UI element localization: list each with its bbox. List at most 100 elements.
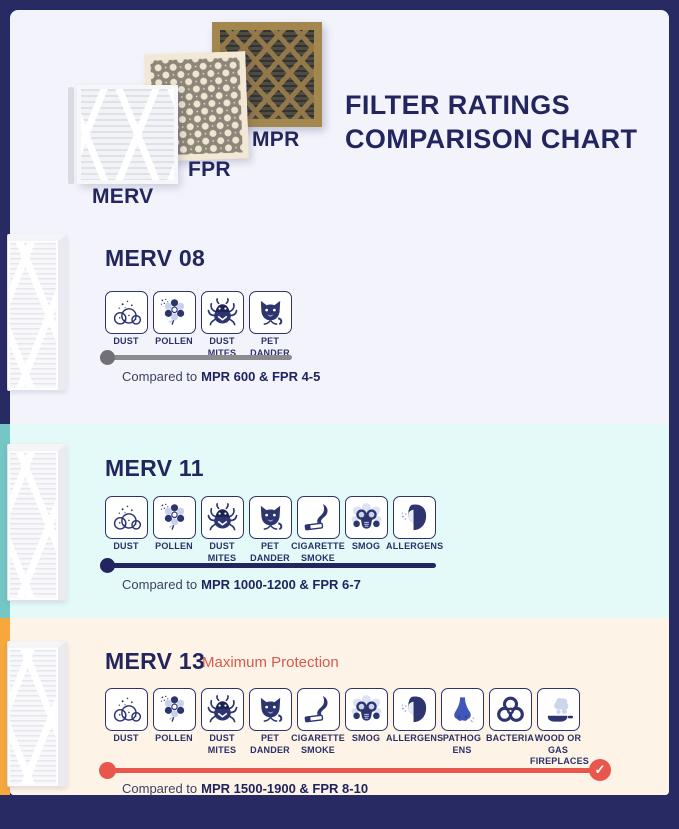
compared-prefix: Compared to — [122, 369, 198, 384]
icon-tile-dust — [105, 496, 148, 539]
merv-label: MERV — [92, 185, 154, 208]
fireplaces-icon — [543, 694, 574, 725]
icon-label: DUST — [113, 733, 139, 743]
icon-tile-bacteria — [489, 688, 532, 731]
bacteria-icon — [495, 694, 526, 725]
icon-tile-dust-mites — [201, 291, 244, 334]
compared-value: MPR 1500-1900 & FPR 8-10 — [201, 781, 369, 796]
page-title-line1: FILTER RATINGS — [345, 90, 571, 120]
merv13-rating-bar — [100, 768, 605, 773]
merv13-compared-text: Compared to MPR 1500-1900 & FPR 8-10 — [122, 781, 368, 796]
icon-tile-fireplaces — [537, 688, 580, 731]
icon-tile-cigarette-smoke — [297, 496, 340, 539]
cigarette-smoke-icon — [303, 694, 334, 725]
icon-tile-dust-mites — [201, 496, 244, 539]
merv13-left-stripe — [0, 618, 10, 795]
merv11-title: MERV 11 — [105, 455, 204, 481]
icon-label: DUST MITES — [207, 336, 237, 358]
page-title: FILTER RATINGS COMPARISON CHART — [345, 88, 637, 156]
merv11-left-stripe — [0, 424, 10, 618]
compared-prefix: Compared to — [122, 781, 198, 796]
icon-tile-smog — [345, 688, 388, 731]
icon-label: PET DANDER — [250, 541, 290, 563]
icon-label: DUST — [113, 336, 139, 346]
icon-tile-cigarette-smoke — [297, 688, 340, 731]
compared-prefix: Compared to — [122, 577, 198, 592]
compared-value: MPR 1000-1200 & FPR 6-7 — [201, 577, 361, 592]
smog-icon — [351, 502, 382, 533]
page-title-line2: COMPARISON CHART — [345, 124, 638, 154]
merv11-filter-product — [7, 444, 67, 601]
pleats — [10, 243, 56, 388]
icon-label: DUST MITES — [207, 733, 237, 755]
pet-dander-icon — [255, 694, 286, 725]
icon-tile-dust — [105, 291, 148, 334]
icon-label: PATHOG ENS — [442, 733, 482, 755]
icon-tile-dust-mites — [201, 688, 244, 731]
merv08-title: MERV 08 — [105, 245, 206, 271]
merv-filter-edge — [68, 87, 74, 184]
icon-label: POLLEN — [155, 733, 193, 743]
compared-value: MPR 600 & FPR 4-5 — [201, 369, 321, 384]
dust-icon — [111, 297, 142, 328]
check-icon: ✓ — [589, 759, 611, 781]
icon-tile-pet-dander — [249, 688, 292, 731]
icon-label: ALLERGENS — [386, 733, 444, 743]
icon-label: CIGARETTE SMOKE — [291, 541, 345, 563]
icon-label: POLLEN — [155, 541, 193, 551]
merv08-compared-text: Compared to MPR 600 & FPR 4-5 — [122, 369, 320, 384]
icon-label: SMOG — [351, 733, 381, 743]
icon-tile-allergens — [393, 496, 436, 539]
icon-tile-pollen — [153, 496, 196, 539]
allergens-icon — [399, 694, 430, 725]
mpr-label: MPR — [252, 128, 300, 151]
icon-tile-smog — [345, 496, 388, 539]
icon-label: BACTERIA — [485, 733, 535, 743]
smog-icon — [351, 694, 382, 725]
icon-label: WOOD OR GAS FIREPLACES — [530, 733, 590, 767]
merv-filter-mesh — [81, 89, 174, 180]
dust-icon — [111, 502, 142, 533]
merv11-compared-text: Compared to MPR 1000-1200 & FPR 6-7 — [122, 577, 361, 592]
icon-label: PET DANDER — [250, 733, 290, 755]
merv13-badge: Maximum Protection — [202, 654, 339, 671]
merv13-filter-product — [7, 641, 67, 787]
icon-tile-dust — [105, 688, 148, 731]
merv08-filter-product — [7, 234, 67, 391]
merv11-rating-dot — [100, 558, 115, 573]
dust-mites-icon — [207, 502, 238, 533]
icon-tile-pet-dander — [249, 291, 292, 334]
dust-icon — [111, 694, 142, 725]
cigarette-smoke-icon — [303, 502, 334, 533]
merv-filter-image — [77, 85, 178, 184]
allergens-icon — [399, 502, 430, 533]
icon-tile-pathogens — [441, 688, 484, 731]
icon-tile-pollen — [153, 291, 196, 334]
merv08-rating-bar — [100, 355, 292, 360]
icon-label: ALLERGENS — [386, 541, 444, 551]
icon-tile-pet-dander — [249, 496, 292, 539]
merv13-title: MERV 13 — [105, 648, 206, 674]
icon-label: DUST — [113, 541, 139, 551]
icon-label: DUST MITES — [207, 541, 237, 563]
pollen-icon — [159, 297, 190, 328]
merv11-rating-bar — [100, 563, 436, 568]
pet-dander-icon — [255, 502, 286, 533]
merv08-rating-dot — [100, 350, 115, 365]
dust-mites-icon — [207, 297, 238, 328]
fpr-label: FPR — [188, 158, 231, 181]
pollen-icon — [159, 502, 190, 533]
dust-mites-icon — [207, 694, 238, 725]
pet-dander-icon — [255, 297, 286, 328]
icon-label: PET DANDER — [250, 336, 290, 358]
icon-label: POLLEN — [155, 336, 193, 346]
icon-label: CIGARETTE SMOKE — [291, 733, 345, 755]
merv13-rating-dot — [99, 762, 116, 779]
pollen-icon — [159, 694, 190, 725]
pleats — [10, 650, 56, 784]
icon-tile-allergens — [393, 688, 436, 731]
pathogens-icon — [447, 694, 478, 725]
pleats — [10, 453, 56, 598]
icon-label: SMOG — [351, 541, 381, 551]
